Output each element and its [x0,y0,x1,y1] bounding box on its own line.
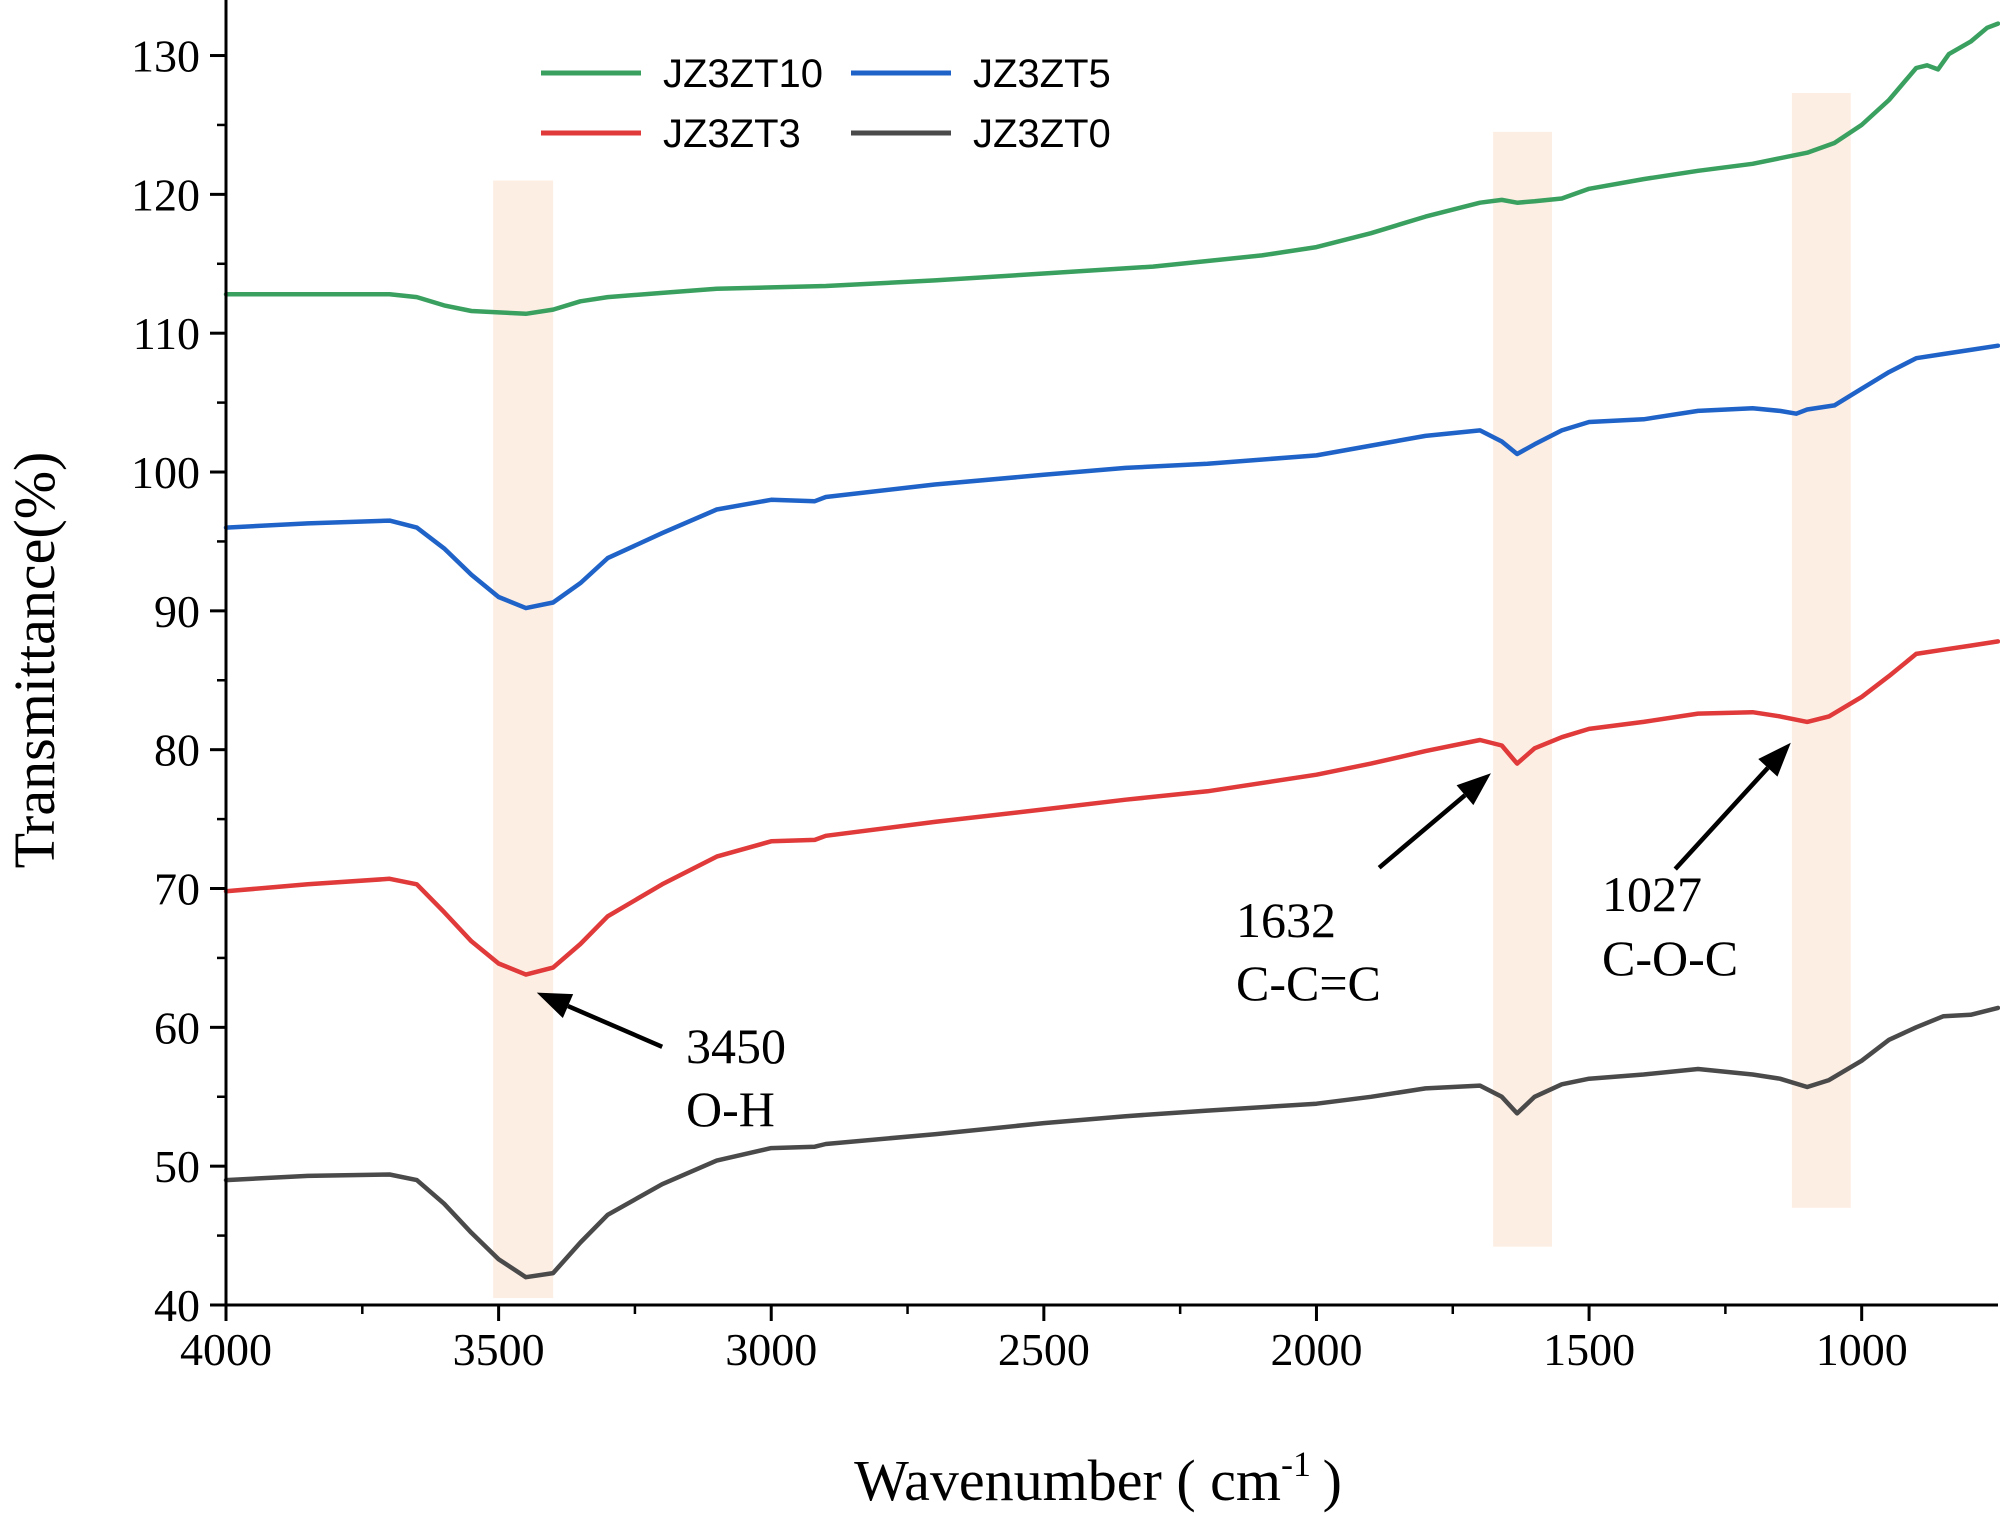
x-tick-label: 2500 [998,1324,1090,1375]
series-line-jz3zt5 [223,343,2000,611]
x-tick-label: 1500 [1543,1324,1635,1375]
annotation-arrowhead-3 [1758,742,1791,777]
annotation-bond-3: C-O-C [1602,930,1738,986]
legend-label-jz3zt0: JZ3ZT0 [973,112,1111,156]
x-tick-label: 1000 [1816,1324,1908,1375]
y-axis-title: Transmittance(%) [2,452,67,869]
y-tick-label: 40 [154,1280,200,1331]
legend-label-jz3zt5: JZ3ZT5 [973,52,1111,96]
y-tick-label: 80 [154,725,200,776]
annotation-wavenumber-1: 3450 [686,1018,786,1074]
annotation-arrow-3 [1673,766,1770,871]
annotation-wavenumber-3: 1027 [1602,866,1702,922]
y-tick-label: 130 [131,31,200,82]
x-axis-title-main: Wavenumber ( cm [854,1448,1281,1513]
y-tick-label: 120 [131,169,200,220]
legend: JZ3ZT10 JZ3ZT5 JZ3ZT3 JZ3ZT0 [541,52,1111,156]
y-tick-label: 50 [154,1141,200,1192]
y-tick-label: 100 [131,447,200,498]
series-line-jz3zt0 [223,1005,2000,1280]
legend-label-jz3zt3: JZ3ZT3 [663,112,801,156]
y-tick-label: 110 [133,308,200,359]
x-tick-label: 4000 [180,1324,272,1375]
highlight-band-1 [493,180,554,1299]
annotation-wavenumber-2: 1632 [1236,892,1336,948]
x-axis-title-suffix: ) [1311,1448,1342,1513]
annotation-bond-1: O-H [686,1081,775,1137]
annotation-arrowhead-1 [536,992,574,1019]
axes: 4000 3500 3000 2500 2000 1500 1000 40 50 60 70 80 90… [131,0,1998,1375]
annotation-arrow-2 [1377,793,1467,870]
annotation-arrowhead-2 [1456,773,1491,806]
y-tick-label: 90 [154,586,200,637]
x-axis-title: Wavenumber ( cm-1 ) [854,1444,1342,1513]
annotation-arrow-1 [567,1004,664,1049]
highlight-band-3 [1791,93,1851,1208]
x-axis-title-superscript: -1 [1281,1444,1311,1484]
series-line-jz3zt3 [223,639,2000,977]
x-tick-label: 3000 [725,1324,817,1375]
series-lines [223,21,2000,1280]
highlight-band-2 [1493,131,1553,1247]
y-tick-label: 60 [154,1002,200,1053]
y-tick-label: 70 [154,864,200,915]
x-tick-label: 3500 [453,1324,545,1375]
x-tick-label: 2000 [1270,1324,1362,1375]
legend-label-jz3zt10: JZ3ZT10 [663,52,823,96]
annotation-bond-2: C-C=C [1236,955,1381,1011]
highlight-bands [493,93,1851,1299]
annotations: 3450 O-H 1632 C-C=C 1027 C-O-C [536,742,1791,1137]
series-line-jz3zt10 [223,21,2000,317]
